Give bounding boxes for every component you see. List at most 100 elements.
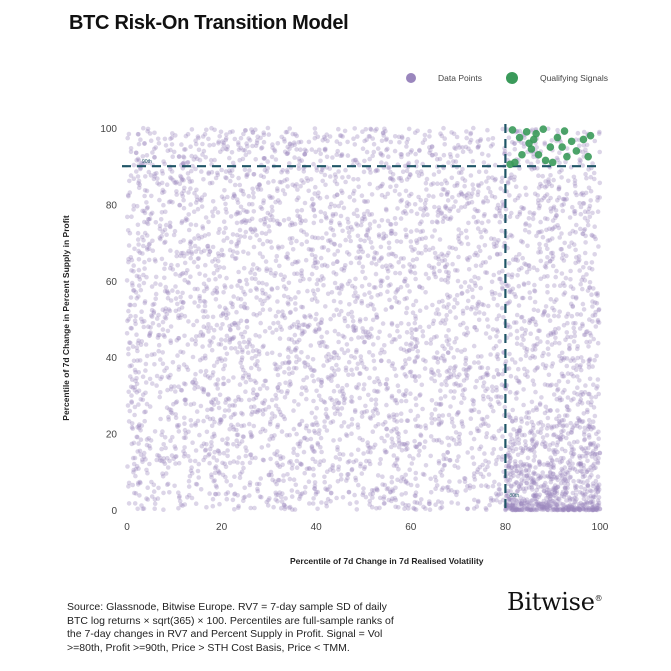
- data-point: [299, 385, 305, 391]
- data-point: [434, 350, 440, 355]
- data-point: [581, 142, 587, 148]
- data-point: [436, 401, 442, 407]
- data-point: [561, 292, 566, 297]
- data-point: [164, 232, 169, 237]
- data-point: [495, 399, 501, 405]
- data-point: [346, 372, 351, 378]
- data-point: [175, 301, 180, 307]
- data-point: [428, 490, 434, 495]
- data-point: [556, 186, 561, 192]
- data-point: [354, 366, 360, 371]
- data-point: [254, 363, 260, 369]
- data-point: [597, 149, 602, 155]
- data-point: [322, 147, 328, 152]
- data-point: [277, 365, 283, 370]
- data-point: [361, 451, 366, 456]
- data-point: [561, 373, 567, 379]
- data-point: [553, 208, 559, 213]
- data-point: [244, 318, 250, 324]
- data-point: [336, 467, 341, 472]
- data-point: [420, 228, 426, 234]
- data-point: [496, 238, 501, 243]
- data-point: [418, 198, 424, 203]
- data-point: [414, 211, 420, 217]
- data-point: [531, 151, 536, 157]
- data-point: [358, 358, 364, 363]
- data-point: [462, 178, 468, 183]
- data-point: [332, 203, 338, 209]
- data-point: [168, 340, 174, 346]
- data-point: [161, 490, 166, 496]
- data-point: [165, 387, 170, 393]
- data-point: [234, 438, 239, 444]
- data-point: [373, 401, 379, 407]
- data-point: [297, 158, 303, 164]
- data-point: [578, 479, 583, 485]
- data-point: [345, 475, 350, 481]
- data-point: [381, 501, 387, 506]
- data-point: [260, 287, 265, 293]
- data-point: [196, 461, 202, 467]
- data-point: [182, 147, 187, 152]
- chart-title: BTC Risk-On Transition Model: [69, 12, 349, 34]
- data-point: [371, 307, 377, 312]
- data-point: [389, 322, 395, 327]
- data-point: [493, 213, 499, 219]
- data-point: [197, 197, 203, 202]
- data-point: [423, 244, 428, 249]
- data-point: [490, 483, 496, 489]
- data-point: [278, 412, 284, 418]
- data-point: [241, 249, 246, 255]
- data-point: [456, 454, 461, 459]
- data-point: [158, 236, 163, 242]
- data-point: [409, 341, 414, 346]
- data-point: [200, 224, 205, 229]
- data-point: [444, 382, 449, 388]
- data-point: [349, 336, 354, 342]
- data-point: [374, 506, 379, 511]
- data-point: [468, 137, 474, 143]
- legend-item-signals[interactable]: Qualifying Signals: [506, 72, 608, 84]
- data-point: [523, 414, 529, 420]
- data-point: [305, 178, 311, 184]
- data-point: [273, 392, 279, 398]
- data-point: [257, 408, 262, 413]
- data-point: [201, 418, 206, 424]
- data-point: [166, 414, 171, 420]
- data-point: [577, 453, 582, 459]
- data-point: [235, 493, 240, 498]
- data-point: [440, 298, 445, 304]
- data-point: [413, 490, 419, 496]
- legend-item-data-points[interactable]: Data Points: [406, 73, 482, 83]
- data-point: [313, 415, 318, 420]
- data-point: [588, 402, 594, 408]
- data-point: [312, 449, 317, 454]
- data-point: [459, 421, 465, 426]
- data-point: [222, 345, 228, 351]
- data-point: [306, 188, 312, 194]
- data-point: [253, 354, 258, 359]
- data-point: [562, 240, 567, 246]
- data-point: [367, 502, 373, 507]
- data-point: [460, 392, 465, 398]
- data-point: [234, 432, 240, 438]
- data-point: [332, 172, 338, 177]
- data-point: [144, 467, 149, 473]
- data-point: [462, 183, 467, 189]
- data-point: [168, 224, 173, 230]
- data-point: [518, 238, 524, 244]
- data-point: [243, 152, 249, 158]
- data-point: [571, 373, 576, 379]
- data-point: [524, 192, 529, 198]
- data-point: [546, 503, 551, 509]
- data-point: [555, 408, 560, 413]
- data-point: [189, 250, 194, 255]
- data-point: [505, 444, 511, 450]
- data-point: [444, 206, 450, 211]
- data-point: [479, 365, 485, 370]
- data-point: [362, 238, 367, 244]
- data-point: [319, 263, 325, 268]
- data-point: [430, 321, 436, 327]
- data-point: [227, 247, 233, 253]
- data-point: [154, 316, 160, 321]
